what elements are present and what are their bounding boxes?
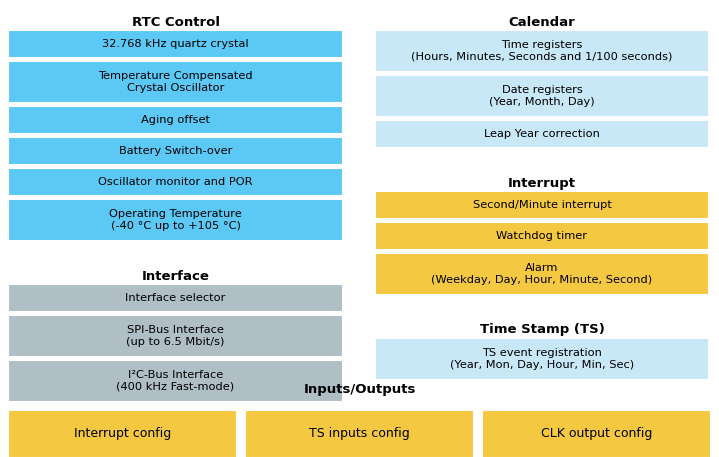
Text: Aging offset: Aging offset <box>141 115 210 125</box>
Bar <box>8 410 237 457</box>
Text: Interface: Interface <box>142 270 209 282</box>
Text: SPI-Bus Interface
(up to 6.5 Mbit/s): SPI-Bus Interface (up to 6.5 Mbit/s) <box>127 325 224 347</box>
Text: Leap Year correction: Leap Year correction <box>484 129 600 139</box>
Bar <box>375 222 709 250</box>
Bar <box>8 315 343 357</box>
Text: Watchdog timer: Watchdog timer <box>497 231 587 241</box>
Text: RTC Control: RTC Control <box>132 16 219 28</box>
Bar <box>375 30 709 72</box>
Text: Time Stamp (TS): Time Stamp (TS) <box>480 324 605 336</box>
Bar <box>8 61 343 103</box>
Text: Time registers
(Hours, Minutes, Seconds and 1/100 seconds): Time registers (Hours, Minutes, Seconds … <box>411 40 673 62</box>
Bar <box>245 410 474 457</box>
Text: I²C-Bus Interface
(400 kHz Fast-mode): I²C-Bus Interface (400 kHz Fast-mode) <box>116 370 234 392</box>
Bar <box>8 284 343 312</box>
Bar <box>482 410 711 457</box>
Text: 32.768 kHz quartz crystal: 32.768 kHz quartz crystal <box>102 39 249 49</box>
Text: TS event registration
(Year, Mon, Day, Hour, Min, Sec): TS event registration (Year, Mon, Day, H… <box>450 348 634 370</box>
Text: Second/Minute interrupt: Second/Minute interrupt <box>472 200 611 210</box>
Text: TS inputs config: TS inputs config <box>309 427 410 441</box>
Bar <box>8 199 343 241</box>
Bar <box>375 191 709 219</box>
Text: CLK output config: CLK output config <box>541 427 652 441</box>
Text: Date registers
(Year, Month, Day): Date registers (Year, Month, Day) <box>489 85 595 107</box>
Bar <box>8 168 343 196</box>
Text: Alarm
(Weekday, Day, Hour, Minute, Second): Alarm (Weekday, Day, Hour, Minute, Secon… <box>431 263 653 285</box>
Bar <box>375 120 709 148</box>
Text: Operating Temperature
(-40 °C up to +105 °C): Operating Temperature (-40 °C up to +105… <box>109 209 242 231</box>
Text: Interrupt config: Interrupt config <box>74 427 171 441</box>
Text: Calendar: Calendar <box>508 16 575 28</box>
Text: Inputs/Outputs: Inputs/Outputs <box>303 383 416 397</box>
Bar <box>8 137 343 165</box>
Text: Interface selector: Interface selector <box>125 293 226 303</box>
Text: Interrupt: Interrupt <box>508 176 576 190</box>
Bar <box>375 75 709 117</box>
Bar <box>375 338 709 380</box>
Text: Oscillator monitor and POR: Oscillator monitor and POR <box>99 177 253 187</box>
Bar <box>8 360 343 402</box>
Bar <box>375 253 709 295</box>
Text: Battery Switch-over: Battery Switch-over <box>119 146 232 156</box>
Bar <box>8 30 343 58</box>
Text: Temperature Compensated
Crystal Oscillator: Temperature Compensated Crystal Oscillat… <box>99 71 253 93</box>
Bar <box>8 106 343 134</box>
